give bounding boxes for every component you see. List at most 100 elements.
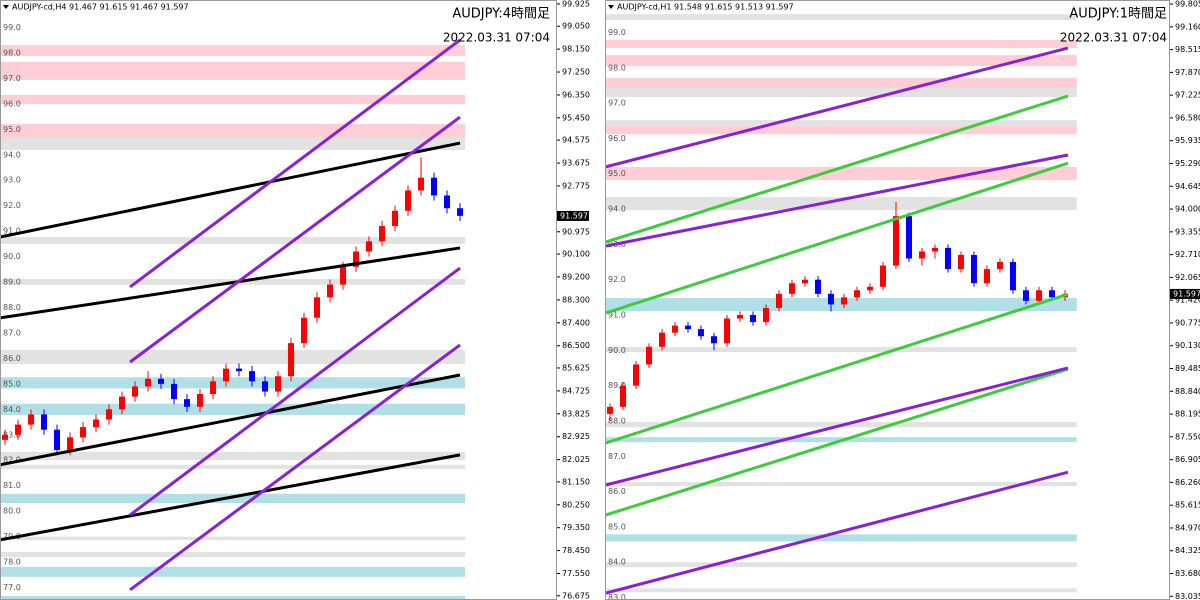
candle-body: [184, 399, 191, 407]
trend-line: [129, 115, 461, 364]
candle-body: [697, 329, 704, 337]
plot-layer: 99.098.097.096.095.094.093.092.091.090.0…: [0, 23, 466, 600]
level-label: 88.0: [3, 303, 21, 312]
trend-line: [605, 153, 1069, 248]
y-tick-label: 99.805: [1175, 0, 1200, 9]
y-tick-label: 76.675: [562, 591, 590, 600]
candle-body: [736, 315, 743, 319]
y-tick-label: 77.550: [562, 569, 590, 578]
zone: [605, 78, 1077, 88]
candle-body: [723, 318, 730, 344]
y-tick-label: 86.260: [1175, 478, 1200, 487]
y-tick-label: 97.870: [1175, 68, 1200, 77]
y-tick-label: 82.925: [562, 432, 590, 441]
candle-body: [197, 394, 204, 407]
y-tick-label: 84.325: [1175, 546, 1200, 555]
zone: [0, 377, 466, 389]
candle-body: [996, 262, 1003, 270]
y-tick-label: 90.130: [1175, 341, 1200, 350]
level-label: 82.0: [3, 456, 21, 465]
level-label: 86.0: [3, 354, 21, 363]
y-tick-label: 89.200: [562, 272, 590, 281]
y-tick-label: 94.000: [1175, 205, 1200, 214]
level-label: 89.0: [608, 381, 626, 390]
level-label: 97.0: [608, 99, 626, 108]
candle-body: [353, 251, 360, 267]
candle-body: [405, 190, 412, 211]
level-label: 77.0: [3, 583, 21, 592]
zone: [605, 14, 1077, 21]
level-label: 83.0: [3, 430, 21, 439]
price-tag-bg: [557, 210, 589, 221]
candle-body: [418, 177, 425, 191]
candle-body: [327, 284, 334, 298]
candle-body: [67, 437, 74, 451]
candle-body: [236, 368, 243, 372]
level-label: 98.0: [608, 63, 626, 72]
trend-line: [605, 366, 1069, 487]
level-label: 91.0: [3, 227, 21, 236]
candle-body: [970, 254, 977, 284]
candle-body: [80, 427, 87, 438]
level-label: 99.0: [608, 28, 626, 37]
zone: [605, 534, 1077, 542]
level-label: 87.0: [3, 328, 21, 337]
candle-body: [431, 177, 438, 196]
candle-body: [1022, 290, 1029, 301]
trend-line: [0, 141, 461, 239]
zone: [605, 562, 1077, 568]
candle-body: [119, 396, 126, 410]
candle-body: [1048, 290, 1055, 298]
level-label: 78.0: [3, 558, 21, 567]
trend-line: [605, 470, 1069, 595]
plot-layer: 99.098.097.096.095.094.093.092.091.090.0…: [605, 14, 1077, 600]
level-label: 83.0: [608, 593, 626, 600]
candle-body: [158, 378, 165, 384]
y-tick-label: 83.825: [562, 409, 590, 418]
y-tick-label: 83.680: [1175, 569, 1200, 578]
y-tick-label: 91.420: [1175, 296, 1200, 305]
candle-body: [262, 381, 269, 392]
zone: [605, 87, 1077, 98]
level-label: 92.0: [608, 275, 626, 284]
candle-body: [288, 343, 295, 377]
level-label: 81.0: [3, 481, 21, 490]
chart-annotation: 2022.03.31 07:04: [443, 31, 550, 45]
chart-subtitle: AUDJPY:1時間足: [1069, 7, 1167, 22]
level-label: 91.0: [608, 311, 626, 320]
level-label: 96.0: [3, 99, 21, 108]
candle-body: [671, 325, 678, 333]
candle-body: [444, 195, 451, 209]
candle-body: [392, 210, 399, 227]
y-tick-label: 89.485: [1175, 364, 1200, 373]
y-tick-label: 97.225: [1175, 91, 1200, 100]
y-tick-label: 95.290: [1175, 159, 1200, 168]
zone: [0, 451, 466, 460]
level-label: 93.0: [3, 176, 21, 185]
candle-body: [814, 279, 821, 294]
chart-title: AUDJPY-cd,H1 91.548 91.615 91.513 91.597: [617, 3, 794, 12]
candle-body: [918, 251, 925, 259]
zone: [605, 197, 1077, 211]
chart-panel: 99.098.097.096.095.094.093.092.091.090.0…: [605, 0, 1200, 600]
zone: [605, 39, 1077, 49]
price-tag-bg: [1170, 288, 1200, 299]
zone: [605, 55, 1077, 67]
y-tick-label: 92.775: [562, 181, 590, 190]
candle-body: [106, 409, 113, 420]
trend-line: [0, 246, 461, 320]
candle-body: [840, 297, 847, 305]
y-tick-label: 90.775: [1175, 318, 1200, 327]
candle-body: [775, 293, 782, 308]
trend-line: [0, 373, 461, 467]
y-tick-label: 97.250: [562, 68, 590, 77]
candle-body: [379, 226, 386, 242]
price-tag: 91.597: [560, 211, 588, 220]
trend-line: [605, 46, 1069, 169]
level-label: 84.0: [608, 558, 626, 567]
y-tick-label: 96.580: [1175, 113, 1200, 122]
level-label: 94.0: [608, 205, 626, 214]
candle-body: [905, 216, 912, 259]
zone: [0, 536, 466, 540]
y-tick-label: 92.710: [1175, 250, 1200, 259]
